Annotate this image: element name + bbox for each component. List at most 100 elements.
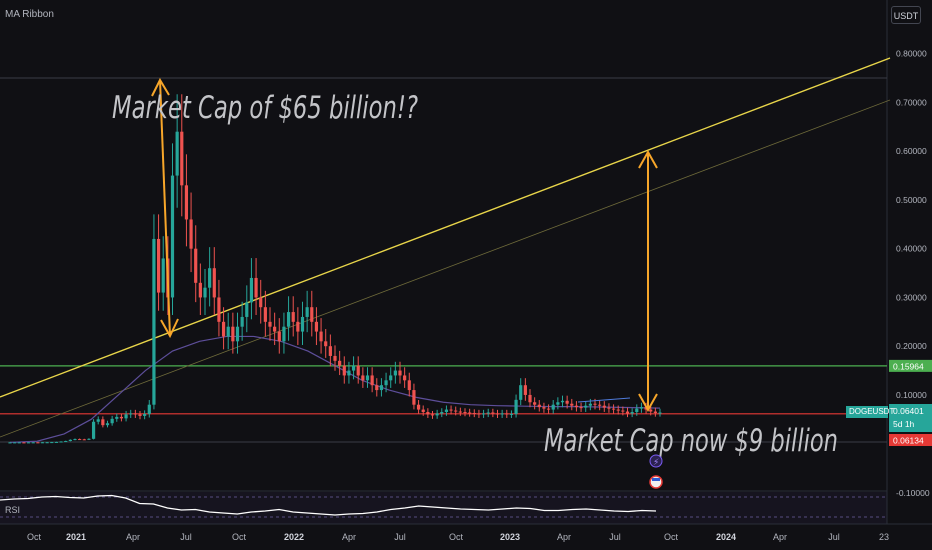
- price-tick: 0.70000: [896, 97, 927, 107]
- current-arrow: [638, 149, 658, 413]
- candle-body: [286, 312, 291, 327]
- time-tick: Oct: [232, 532, 247, 542]
- candle-body: [519, 385, 523, 400]
- candle-body: [351, 365, 356, 371]
- candle-body: [314, 321, 319, 332]
- candle-body: [184, 185, 189, 220]
- arrow-head-up: [151, 77, 170, 97]
- candle-body: [328, 346, 332, 356]
- time-tick: Oct: [664, 532, 679, 542]
- candle-body: [296, 321, 300, 332]
- candle-body: [528, 394, 532, 403]
- candle-body: [161, 258, 165, 293]
- resistance-price-text: 0.15964: [893, 361, 924, 371]
- candle-body: [59, 441, 63, 443]
- rsi-price-tick: -0.10000: [896, 488, 930, 498]
- candle-body: [110, 418, 114, 424]
- candle-body: [78, 439, 82, 441]
- secondary-trendline: [0, 99, 891, 438]
- candle-body: [412, 390, 416, 405]
- candle-body: [542, 407, 546, 409]
- candle-body: [407, 380, 411, 391]
- price-tick: 0.30000: [896, 292, 927, 302]
- candle-body: [300, 316, 305, 332]
- symbol-price-tag: [889, 404, 932, 432]
- support-price-tag: [889, 434, 932, 446]
- candle-body: [477, 413, 481, 415]
- candle-body: [584, 405, 588, 408]
- candle-body: [533, 402, 537, 405]
- candle-body: [273, 326, 277, 332]
- candle-body: [64, 441, 68, 443]
- arrow-head-up: [638, 149, 658, 169]
- candle-body: [625, 411, 630, 414]
- candle-body: [389, 375, 393, 381]
- candle-body: [579, 407, 583, 409]
- candle-body: [486, 412, 490, 414]
- candle-body: [481, 413, 486, 415]
- candle-body: [203, 287, 207, 298]
- rsi-indicator-label[interactable]: RSI: [5, 505, 21, 515]
- candle-body: [138, 414, 142, 416]
- time-tick: Oct: [449, 532, 464, 542]
- candle-body: [175, 131, 179, 176]
- time-tick: 2023: [500, 532, 520, 542]
- candle-body: [342, 365, 346, 376]
- candle-body: [245, 302, 249, 317]
- candle-body: [291, 312, 295, 322]
- candle-body: [574, 405, 579, 408]
- time-tick: Jul: [394, 532, 406, 542]
- candle-body: [611, 408, 616, 410]
- currency-button[interactable]: USDT: [891, 6, 921, 24]
- candle-body: [73, 439, 77, 441]
- candle-body: [551, 404, 555, 410]
- candle-body: [560, 400, 565, 403]
- candle-body: [370, 375, 374, 386]
- candle-body: [221, 321, 226, 337]
- candle-body: [491, 412, 495, 414]
- time-tick: 2024: [716, 532, 736, 542]
- candle-body: [430, 414, 435, 416]
- candle-body: [449, 409, 453, 411]
- price-tick: 0.20000: [896, 341, 927, 351]
- resistance-price-tag: [889, 359, 932, 372]
- candle-body: [426, 412, 430, 415]
- candle-body: [277, 331, 281, 342]
- candle-body: [254, 277, 258, 298]
- candle-body: [421, 409, 425, 413]
- candle-body: [40, 442, 45, 444]
- candle-body: [393, 370, 397, 376]
- flag-circle: [649, 475, 663, 489]
- candle-body: [156, 238, 161, 293]
- countdown-text: 5d 1h: [893, 419, 915, 429]
- candle-body: [240, 316, 244, 327]
- time-tick: Apr: [773, 532, 787, 542]
- ma-ribbon-indicator-label[interactable]: MA Ribbon: [5, 9, 54, 20]
- lightning-event-icon: ⚡: [649, 454, 663, 468]
- time-axis-labels: Oct 2021 Apr Jul Oct 2022 Apr Jul Oct 2023 Apr Jul O…: [27, 532, 889, 542]
- candle-body: [212, 268, 216, 298]
- candle-body: [268, 321, 272, 327]
- candle-body: [440, 412, 444, 414]
- price-axis-labels: 0.80000 0.70000 0.60000 0.50000 0.40000 0.300…: [896, 49, 930, 498]
- mini-trendline: [577, 397, 631, 403]
- time-tick: Jul: [609, 532, 621, 542]
- candle-body: [249, 277, 254, 303]
- symbol-tag-name: DOGEUSDT: [849, 407, 894, 416]
- candle-body: [115, 416, 119, 419]
- flag-event-icon: [649, 475, 663, 489]
- candle-body: [505, 413, 509, 415]
- price-tick: 0.80000: [896, 49, 927, 59]
- candle-body: [91, 421, 96, 439]
- candle-body: [50, 442, 54, 444]
- candle-body: [356, 365, 360, 376]
- price-tick: 0.60000: [896, 146, 927, 156]
- candle-body: [458, 411, 462, 413]
- time-tick: Jul: [828, 532, 840, 542]
- candle-body: [152, 238, 156, 405]
- candle-body: [468, 412, 472, 414]
- candle-body: [180, 131, 184, 186]
- time-tick: 23: [879, 532, 889, 542]
- candle-body: [105, 423, 110, 426]
